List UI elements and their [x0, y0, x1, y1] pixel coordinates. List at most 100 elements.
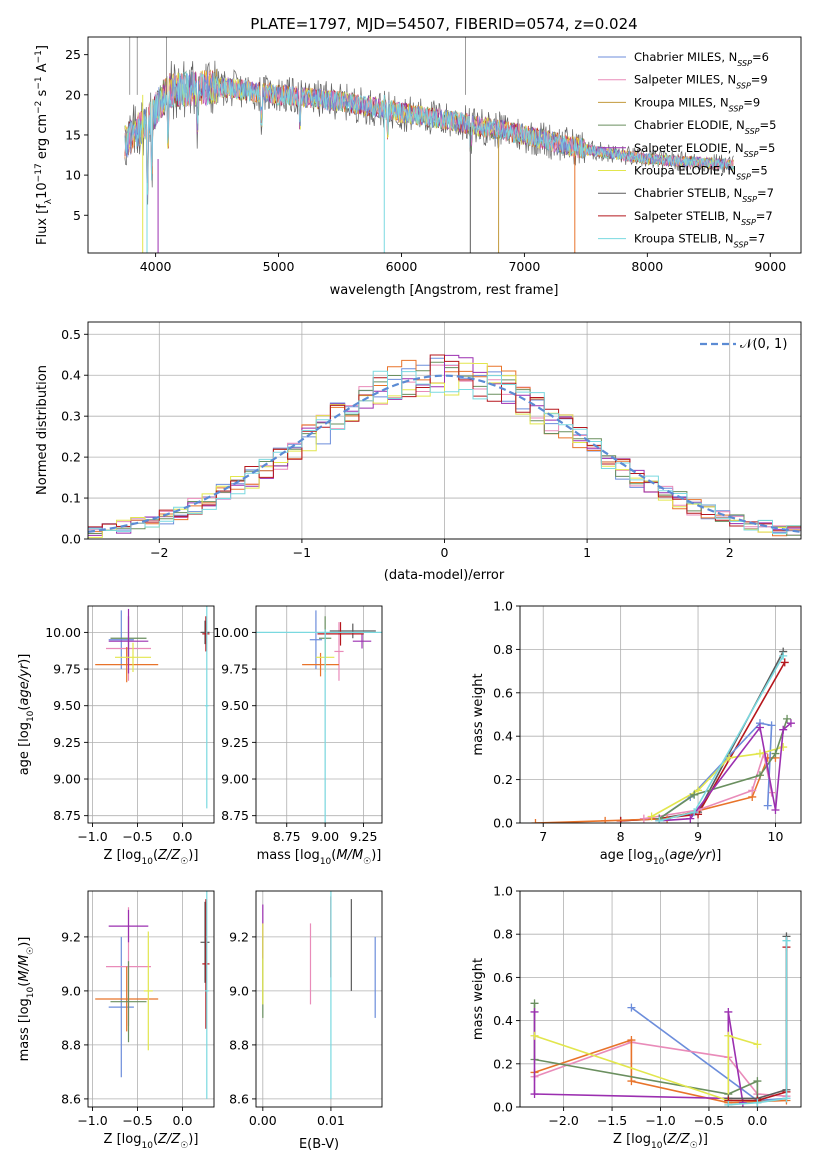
- histogram-series: [88, 370, 801, 539]
- weight-marker: [782, 1094, 791, 1103]
- x-tick-label: 8000: [631, 259, 663, 274]
- y-tick-label: 9.50: [221, 698, 249, 713]
- label-part: M/M: [17, 955, 32, 982]
- legend-name: Kroupa MILES, N: [634, 95, 729, 109]
- x-tick-label: −1.0: [645, 1113, 675, 1128]
- y-tick-label: 0.5: [61, 327, 81, 342]
- x-tick-label: 0.0: [173, 1113, 193, 1128]
- x-tick-label: 2: [726, 545, 734, 560]
- y-tick-label: 0.2: [493, 1056, 513, 1071]
- chart-title: PLATE=1797, MJD=54507, FIBERID=0574, z=0…: [250, 15, 637, 33]
- weight-marker: [748, 786, 757, 795]
- legend-entry: Chabrier MILES, NSSP=6: [634, 50, 769, 68]
- x-tick-label: 0.0: [747, 1113, 767, 1128]
- x-axis-label: (data-model)/error: [384, 568, 505, 583]
- y-tick-label: 9.00: [221, 772, 249, 787]
- axes-frame: [519, 605, 802, 824]
- label-part: ☉: [180, 1141, 188, 1151]
- weight-marker: [779, 743, 788, 752]
- y-tick-label: 15: [65, 127, 81, 142]
- legend-sub: SSP: [744, 149, 759, 158]
- label-part: mass [log: [17, 998, 32, 1061]
- y-tick-label: 10: [65, 168, 81, 183]
- legend-entry: Salpeter STELIB, NSSP=7: [634, 209, 773, 227]
- weight-marker: [763, 801, 772, 810]
- label-part: (: [662, 1132, 667, 1147]
- x-axis-label: E(B-V): [299, 1137, 339, 1152]
- y-tick-label: 0.1: [61, 491, 81, 506]
- label-part: )]: [17, 654, 32, 664]
- y-tick-label: 8.6: [229, 1091, 249, 1106]
- label-part: )]: [188, 1132, 198, 1147]
- legend-sub: SSP: [734, 240, 749, 249]
- label-part: −1: [34, 50, 44, 63]
- x-tick-label: 4000: [140, 259, 172, 274]
- weight-marker: [755, 749, 764, 758]
- legend-name: Salpeter STELIB, N: [634, 209, 741, 223]
- weight-marker: [647, 812, 656, 821]
- y-axis-label: mass weight: [471, 673, 486, 755]
- label-part: )]: [698, 1132, 708, 1147]
- weight-marker: [530, 1007, 539, 1016]
- legend-sub: SSP: [741, 217, 756, 226]
- label-part: 10: [35, 182, 50, 199]
- label-part: age/yr: [17, 662, 32, 705]
- y-tick-label: 9.00: [53, 772, 81, 787]
- label-part: )]: [371, 848, 381, 863]
- label-part: M/M: [336, 848, 363, 863]
- x-tick-label: 9.25: [350, 829, 378, 844]
- label-part: ☉: [26, 947, 36, 955]
- legend-entry: Chabrier ELODIE, NSSP=5: [634, 118, 776, 136]
- y-tick-label: 0.4: [61, 368, 81, 383]
- label-part: λ: [44, 198, 54, 204]
- y-tick-label: 9.2: [61, 929, 81, 944]
- legend-count: =7: [757, 186, 774, 200]
- errorbar-group: [262, 891, 376, 1099]
- legend-name: Chabrier MILES, N: [634, 50, 737, 64]
- x-tick-label: −2: [150, 545, 168, 560]
- legend-name: Salpeter MILES, N: [634, 73, 736, 87]
- y-tick-label: 20: [65, 87, 81, 102]
- x-tick-label: −1.5: [597, 1113, 627, 1128]
- weight-marker: [753, 1077, 762, 1086]
- x-tick-label: 6000: [386, 259, 418, 274]
- x-tick-label: 7000: [508, 259, 540, 274]
- y-axis-label: Flux [fλ10−17 erg cm−2 s−1 A−1]: [34, 45, 54, 245]
- y-tick-label: 9.0: [61, 983, 81, 998]
- weight-marker: [771, 749, 780, 758]
- weight-marker: [725, 753, 734, 762]
- y-tick-label: 0.6: [493, 685, 513, 700]
- label-part: erg cm: [35, 114, 50, 163]
- label-part: 10: [26, 710, 36, 722]
- weight-marker: [690, 790, 699, 799]
- y-tick-label: 9.25: [221, 735, 249, 750]
- label-part: −1: [34, 76, 44, 89]
- x-tick-label: 0.01: [317, 1113, 345, 1128]
- weight-marker: [783, 714, 792, 723]
- y-tick-label: 10.00: [45, 625, 81, 640]
- weight-marker: [780, 658, 789, 667]
- legend-count: =7: [756, 209, 773, 223]
- label-part: (: [17, 982, 32, 987]
- y-tick-label: 9.75: [221, 662, 249, 677]
- label-part: Z [log: [104, 1132, 142, 1147]
- label-part: 10: [320, 857, 332, 867]
- y-tick-label: 0.8: [493, 642, 513, 657]
- x-tick-label: 1: [583, 545, 591, 560]
- y-tick-label: 25: [65, 47, 81, 62]
- x-tick-label: 9.00: [311, 829, 339, 844]
- y-tick-label: 8.8: [61, 1037, 81, 1052]
- errorbar-group: [95, 891, 210, 1099]
- weight-marker: [627, 1003, 636, 1012]
- x-tick-label: 9: [694, 829, 702, 844]
- label-part: (: [153, 848, 158, 863]
- legend-count: =9: [751, 73, 768, 87]
- x-tick-label: 10: [768, 829, 784, 844]
- x-tick-label: 8: [617, 829, 625, 844]
- y-tick-label: 9.75: [53, 662, 81, 677]
- label-part: ☉: [690, 1141, 698, 1151]
- label-part: ]: [35, 45, 50, 50]
- y-tick-label: 1.0: [493, 884, 513, 899]
- label-part: (: [17, 706, 32, 711]
- x-tick-label: 5000: [263, 259, 295, 274]
